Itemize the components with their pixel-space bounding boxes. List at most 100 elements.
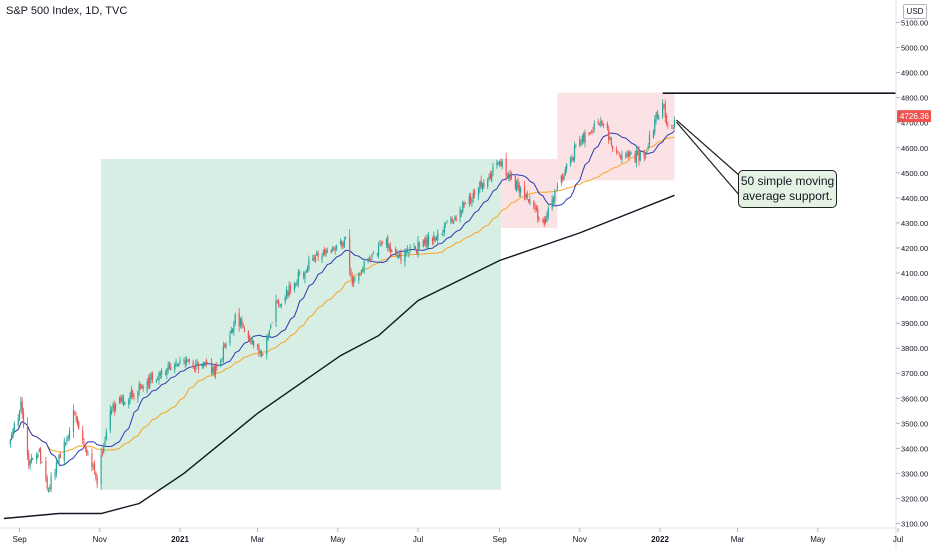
candle-body (459, 208, 461, 218)
candle-body (654, 119, 656, 134)
candle-body (554, 191, 556, 202)
candle-body (93, 463, 96, 471)
candle-body (535, 207, 537, 210)
currency-label[interactable]: USD (903, 4, 927, 19)
annotation-callout[interactable]: 50 simple moving average support. (738, 170, 837, 208)
candle-body (477, 188, 480, 196)
candle (59, 451, 61, 459)
candle-body (518, 185, 520, 193)
candle-body (313, 255, 315, 260)
candle (185, 356, 188, 367)
candle (452, 219, 455, 224)
candle-body (247, 331, 249, 339)
candle-body (408, 252, 410, 254)
candle (380, 240, 382, 247)
y-tick-label: 4200.00 (901, 244, 928, 253)
candle-body (179, 360, 181, 364)
candle (233, 320, 235, 336)
candle-body (399, 253, 401, 258)
y-tick-label: 3700.00 (901, 369, 928, 378)
candle (238, 307, 240, 332)
candle-body (213, 366, 215, 374)
candle (563, 172, 565, 181)
moving-average-short (9, 130, 675, 467)
candle (525, 193, 527, 200)
candle-body (72, 410, 75, 433)
candle (665, 113, 668, 126)
candle (399, 250, 401, 258)
y-tick-label: 3800.00 (901, 344, 928, 353)
candle-body (121, 396, 123, 402)
candle-body (91, 453, 93, 467)
candle (316, 250, 318, 257)
candle (276, 299, 278, 304)
chart-title: S&P 500 Index, 1D, TVC (6, 5, 128, 17)
candle (112, 402, 114, 412)
candle-body (146, 381, 148, 392)
candle (17, 413, 19, 428)
y-tick-label: 5100.00 (901, 19, 928, 28)
candle (242, 322, 244, 329)
candle-body (591, 131, 593, 133)
candle-body (205, 359, 207, 364)
candle (256, 343, 259, 351)
candle (111, 406, 113, 416)
candle (673, 116, 676, 130)
candle (533, 200, 535, 210)
candle (92, 462, 94, 470)
candle (363, 258, 365, 274)
candle-body (22, 412, 25, 426)
candle-body (184, 360, 186, 365)
candle-body (334, 248, 336, 251)
candle (538, 216, 540, 223)
candle (619, 154, 622, 160)
candle-body (564, 168, 566, 175)
candle-body (239, 318, 242, 326)
callout-pointer (676, 119, 741, 197)
candle (667, 122, 669, 129)
candle (593, 120, 595, 133)
candle-body (250, 340, 252, 344)
candle-body (664, 104, 666, 118)
candle-body (349, 237, 351, 270)
candle-body (552, 197, 555, 204)
candle (63, 437, 65, 466)
candle-body (224, 344, 226, 347)
candle (188, 357, 190, 365)
candle-body (583, 133, 585, 142)
candle-body (424, 239, 426, 244)
candle (387, 234, 389, 252)
candle (297, 268, 299, 288)
x-tick-label: Sep (492, 535, 507, 544)
candle-body (621, 154, 623, 160)
candle (232, 327, 234, 334)
candle (72, 404, 75, 439)
candle (201, 362, 203, 370)
candle-body (222, 346, 224, 360)
candle (306, 265, 309, 273)
candle (408, 251, 410, 258)
candle (450, 215, 452, 225)
candle-body (409, 247, 411, 251)
candle-body (464, 203, 466, 205)
candle (118, 396, 121, 405)
candle-body (201, 364, 203, 367)
candle-body (441, 234, 443, 235)
candle-body (95, 472, 97, 478)
candle-body (45, 461, 47, 479)
candle-body (672, 127, 674, 129)
candle (296, 279, 298, 287)
candle-body (509, 173, 511, 180)
candle-body (303, 272, 305, 277)
candle-body (109, 410, 111, 430)
candle (451, 216, 453, 224)
candle-body (138, 383, 140, 391)
y-tick-label: 4900.00 (901, 69, 928, 78)
candle (471, 197, 473, 207)
candle (349, 229, 351, 276)
candle-body (188, 358, 190, 363)
candle (426, 234, 428, 249)
candle-body (267, 334, 269, 340)
